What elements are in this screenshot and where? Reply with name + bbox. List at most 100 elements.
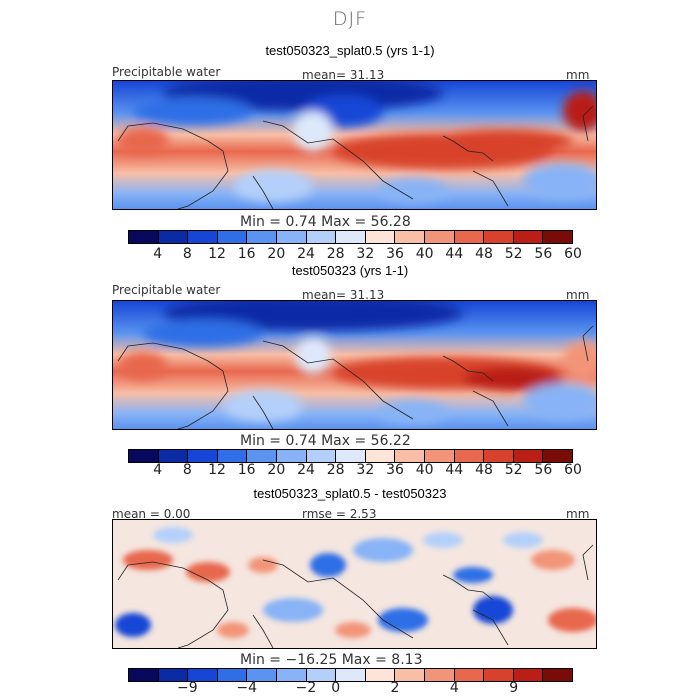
colorbar-tick-label: 16 bbox=[237, 246, 256, 262]
panel2-map bbox=[112, 300, 597, 430]
colorbar-tick-label: 52 bbox=[504, 246, 523, 262]
colorbar-1 bbox=[128, 230, 573, 244]
colorbar-tick-label: 60 bbox=[564, 246, 582, 262]
colorbar-tick-label: 24 bbox=[297, 246, 315, 262]
colorbar-swatch bbox=[306, 231, 337, 243]
colorbar-tick-label: 56 bbox=[534, 462, 553, 478]
colorbar-tick-label: −2 bbox=[295, 680, 317, 696]
colorbar-tick-label: 48 bbox=[475, 246, 493, 262]
colorbar-2 bbox=[128, 449, 573, 463]
colorbar-swatch bbox=[158, 669, 189, 681]
colorbar-tick-label: 24 bbox=[297, 462, 315, 478]
colorbar-tick-label: 0 bbox=[331, 680, 341, 696]
colorbar-swatch bbox=[217, 669, 248, 681]
colorbar-tick-label: 40 bbox=[415, 462, 434, 478]
colorbar-swatch bbox=[484, 231, 514, 243]
colorbar-swatch bbox=[306, 669, 337, 681]
colorbar-tick-label: 9 bbox=[509, 680, 519, 696]
panel1-map bbox=[112, 80, 597, 210]
colorbar-swatch bbox=[158, 450, 189, 462]
colorbar-3-ticks: −9 −4 −2 0 2 4 9 bbox=[128, 680, 573, 696]
colorbar-swatch bbox=[129, 669, 159, 681]
colorbar-swatch bbox=[424, 450, 455, 462]
colorbar-swatch bbox=[395, 231, 425, 243]
colorbar-swatch bbox=[395, 669, 425, 681]
colorbar-swatch bbox=[365, 450, 396, 462]
colorbar-swatch bbox=[395, 450, 425, 462]
colorbar-tick-label: 32 bbox=[356, 462, 375, 478]
panel2-units-label: mm bbox=[566, 288, 590, 302]
colorbar-tick-label: 36 bbox=[386, 462, 404, 478]
colorbar-tick-label: 36 bbox=[386, 246, 404, 262]
colorbar-swatch bbox=[424, 231, 455, 243]
panel3-mean-label: mean = 0.00 bbox=[112, 507, 191, 521]
colorbar-1-ticks: 4 8 12 16 20 24 28 32 36 40 44 48 52 56 60 bbox=[128, 246, 582, 262]
colorbar-swatch bbox=[276, 231, 307, 243]
colorbar-swatch bbox=[188, 450, 218, 462]
colorbar-tick-label: 44 bbox=[445, 246, 464, 262]
colorbar-swatch bbox=[276, 450, 307, 462]
colorbar-tick-label: 28 bbox=[326, 462, 345, 478]
panel2-field-label: Precipitable water bbox=[112, 283, 221, 297]
panel3-minmax: Min = −16.25 Max = 8.13 bbox=[240, 652, 423, 668]
panel1-units-label: mm bbox=[566, 68, 590, 82]
panel1-field-label: Precipitable water bbox=[112, 65, 221, 79]
colorbar-tick-label: 2 bbox=[390, 680, 400, 696]
colorbar-3 bbox=[128, 668, 573, 682]
colorbar-tick-label: 28 bbox=[326, 246, 345, 262]
colorbar-tick-label: 52 bbox=[504, 462, 523, 478]
colorbar-swatch bbox=[543, 450, 572, 462]
panel2-mean-label: mean= 31.13 bbox=[302, 288, 385, 302]
colorbar-swatch bbox=[365, 669, 396, 681]
colorbar-tick-label: 4 bbox=[449, 680, 459, 696]
panel1-mean-label: mean= 31.13 bbox=[302, 68, 385, 82]
colorbar-swatch bbox=[513, 669, 544, 681]
colorbar-tick-label: 4 bbox=[153, 462, 163, 478]
colorbar-tick-label: −9 bbox=[177, 680, 198, 696]
colorbar-swatch bbox=[188, 231, 218, 243]
panel3-units-label: mm bbox=[566, 507, 590, 521]
colorbar-swatch bbox=[247, 450, 277, 462]
colorbar-tick-label: 44 bbox=[445, 462, 464, 478]
colorbar-swatch bbox=[543, 231, 572, 243]
colorbar-tick-label: 8 bbox=[182, 462, 192, 478]
colorbar-tick-label: 12 bbox=[208, 246, 226, 262]
colorbar-tick-label: 48 bbox=[475, 462, 493, 478]
season-title: DJF bbox=[332, 8, 368, 30]
colorbar-tick-label: 60 bbox=[564, 462, 582, 478]
colorbar-tick-label: 20 bbox=[267, 462, 286, 478]
colorbar-swatch bbox=[217, 231, 248, 243]
colorbar-swatch bbox=[247, 669, 277, 681]
panel1-title: test050323_splat0.5 (yrs 1-1) bbox=[265, 43, 435, 58]
colorbar-swatch bbox=[276, 669, 307, 681]
colorbar-tick-label: 40 bbox=[415, 246, 434, 262]
colorbar-tick-label: 20 bbox=[267, 246, 286, 262]
colorbar-tick-label: 16 bbox=[237, 462, 256, 478]
colorbar-tick-label: 12 bbox=[208, 462, 226, 478]
colorbar-swatch bbox=[247, 231, 277, 243]
colorbar-swatch bbox=[454, 231, 485, 243]
colorbar-swatch bbox=[513, 231, 544, 243]
panel3-map bbox=[112, 519, 597, 649]
colorbar-swatch bbox=[158, 231, 189, 243]
colorbar-swatch bbox=[336, 450, 366, 462]
colorbar-swatch bbox=[454, 669, 485, 681]
colorbar-tick-label: −4 bbox=[236, 680, 257, 696]
colorbar-tick-label: 32 bbox=[356, 246, 375, 262]
colorbar-swatch bbox=[217, 450, 248, 462]
colorbar-swatch bbox=[188, 669, 218, 681]
panel3-title: test050323_splat0.5 - test050323 bbox=[253, 486, 447, 501]
colorbar-swatch bbox=[129, 450, 159, 462]
colorbar-swatch bbox=[336, 231, 366, 243]
colorbar-swatch bbox=[424, 669, 455, 681]
panel2-minmax: Min = 0.74 Max = 56.22 bbox=[240, 433, 411, 449]
colorbar-swatch bbox=[336, 669, 366, 681]
colorbar-swatch bbox=[129, 231, 159, 243]
colorbar-swatch bbox=[513, 450, 544, 462]
panel3-rmse-label: rmse = 2.53 bbox=[302, 507, 377, 521]
colorbar-swatch bbox=[484, 669, 514, 681]
colorbar-swatch bbox=[454, 450, 485, 462]
colorbar-swatch bbox=[306, 450, 337, 462]
colorbar-tick-label: 56 bbox=[534, 246, 553, 262]
colorbar-swatch bbox=[484, 450, 514, 462]
